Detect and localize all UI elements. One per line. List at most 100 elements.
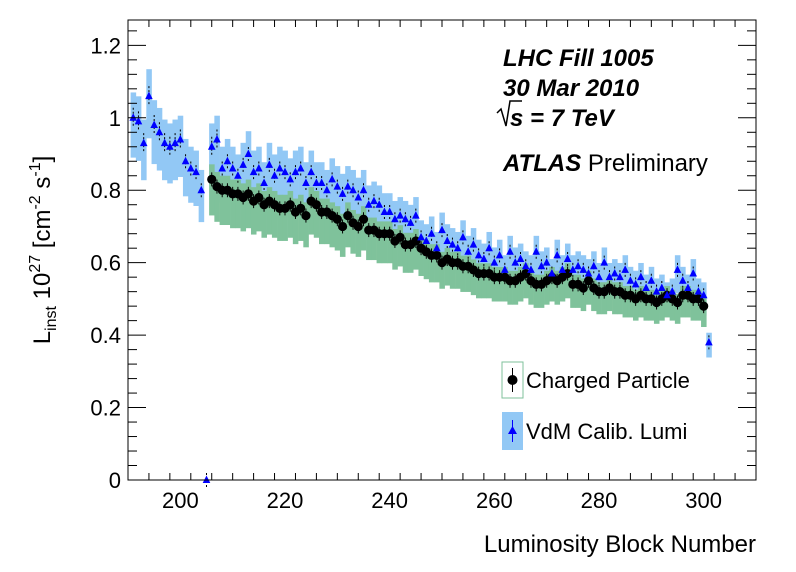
legend-label-vdm: VdM Calib. Lumi [526, 419, 687, 444]
charged-point [353, 221, 363, 232]
vdm-point [432, 243, 441, 252]
atlas-word: ATLAS [502, 150, 581, 177]
vdm-point [249, 167, 258, 176]
charged-point [207, 174, 217, 184]
vdm-point [438, 225, 446, 234]
vdm-band-bin [517, 243, 524, 284]
vdm-point [595, 272, 603, 281]
charged-band-bin [523, 263, 529, 299]
y-axis-label: Linst 1027 [cm-2 s-1] [27, 156, 60, 345]
vdm-point [448, 240, 457, 248]
vdm-point [333, 182, 342, 190]
svg-text:Linst 1027 [cm-2 s-1]: Linst 1027 [cm-2 s-1] [27, 156, 60, 345]
vdm-point [699, 290, 708, 299]
vdm-band-bin [680, 266, 686, 303]
vdm-point [129, 113, 138, 121]
date-annotation: 30 Mar 2010 [503, 75, 640, 102]
charged-band-bin [559, 267, 566, 302]
charged-band-bin [460, 255, 466, 292]
data-markers [129, 86, 713, 487]
charged-band-bin [549, 267, 555, 302]
charged-point [583, 276, 594, 286]
vdm-point [637, 272, 645, 281]
charged-band-bin [282, 194, 288, 241]
charged-point [311, 200, 321, 210]
vdm-point [506, 247, 514, 255]
charged-band-bin [376, 221, 383, 264]
charged-band-bin [455, 251, 461, 289]
charged-band-bin [287, 190, 294, 238]
vdm-point [511, 258, 520, 266]
vdm-point [668, 287, 677, 295]
vdm-point [150, 120, 158, 129]
x-tick-label: 300 [685, 488, 722, 513]
vdm-point [213, 135, 221, 143]
vdm-point [621, 265, 629, 273]
charged-band-bin [230, 179, 236, 229]
charged-band-bin [449, 251, 456, 289]
charged-band-bin [329, 202, 336, 248]
vdm-point [663, 290, 671, 299]
vdm-point [453, 243, 462, 252]
vdm-point [291, 167, 300, 176]
vdm-band-bin [512, 247, 519, 287]
vdm-point [155, 127, 164, 136]
y-tick-label: 0.8 [90, 178, 121, 203]
vdm-band-bin [544, 247, 550, 287]
vdm-band-bin [554, 239, 561, 281]
vdm-band-bin [601, 247, 608, 287]
charged-band-bin [277, 194, 283, 241]
charged-point [385, 229, 395, 239]
vdm-point [406, 218, 415, 226]
sqrt-symbol [496, 100, 522, 127]
vdm-point [422, 236, 431, 244]
vdm-point [469, 240, 478, 248]
charged-band-bin [345, 202, 351, 248]
charged-band-bin [250, 187, 257, 235]
vdm-point [228, 164, 237, 172]
vdm-point [459, 232, 467, 241]
vdm-band-bin [690, 259, 697, 297]
vdm-point [563, 254, 572, 263]
charged-band-bin [319, 198, 325, 245]
vdm-point [323, 185, 331, 194]
vdm-point [270, 171, 279, 179]
vdm-band-bin [612, 259, 618, 297]
svg-text:s = 7 TeV: s = 7 TeV [510, 105, 616, 132]
vdm-point [139, 138, 148, 147]
vdm-point [281, 167, 289, 176]
charged-band-bin [271, 190, 278, 238]
energy-annotation: s = 7 TeV [496, 100, 616, 132]
vdm-point [265, 160, 274, 168]
y-label-main: L [29, 331, 56, 344]
vdm-point [380, 207, 389, 215]
vdm-point [516, 254, 525, 263]
vdm-band-bin [627, 266, 634, 303]
charged-point [432, 250, 442, 261]
vdm-band-bin [674, 255, 681, 294]
charged-band-bin [407, 232, 414, 273]
charged-band-bin [481, 263, 487, 299]
y-label-factor: 10 [29, 273, 56, 300]
vdm-point [579, 265, 588, 273]
vdm-point [474, 250, 483, 259]
vdm-point [542, 258, 551, 266]
vdm-point [145, 91, 153, 100]
vdm-band-bin [476, 239, 482, 281]
x-tick-label: 220 [267, 488, 304, 513]
charged-band-bin [339, 213, 346, 257]
charged-band-bin [308, 187, 315, 235]
charged-band-bin [418, 236, 424, 277]
charged-band-bin [298, 194, 304, 241]
vdm-band-bin [486, 231, 493, 274]
charged-band-bin [470, 259, 477, 296]
vdm-point [312, 178, 321, 186]
vdm-point [610, 269, 619, 277]
charged-band-bin [439, 251, 445, 289]
charged-band-bin [224, 175, 231, 226]
vdm-point [364, 200, 373, 208]
charged-band-bin [423, 240, 430, 280]
vdm-point [532, 247, 540, 255]
vdm-band-bin [648, 266, 655, 303]
